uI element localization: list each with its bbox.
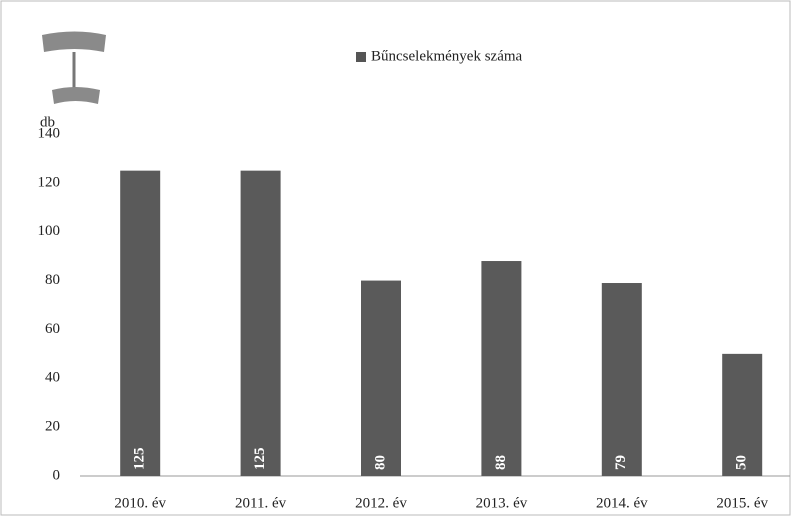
- bar: [120, 170, 161, 476]
- x-tick-label: 2012. év: [355, 495, 407, 511]
- logo: [42, 31, 106, 104]
- y-tick-label: 120: [38, 174, 61, 190]
- bar: [481, 261, 522, 476]
- value-label: 88: [493, 455, 509, 470]
- value-label: 125: [132, 448, 148, 471]
- value-label: 79: [613, 455, 629, 470]
- bar: [240, 170, 281, 476]
- bar: [361, 280, 401, 476]
- y-tick-label: 60: [45, 321, 60, 337]
- y-tick-label: 40: [45, 370, 60, 386]
- x-tick-label: 2014. év: [596, 495, 648, 511]
- y-tick-label: 100: [38, 223, 61, 239]
- bar: [601, 283, 642, 476]
- y-tick-label: 20: [45, 419, 60, 435]
- y-tick-label: 80: [45, 272, 60, 288]
- x-tick-label: 2015. év: [716, 495, 768, 511]
- legend-label: Bűncselekmények száma: [371, 48, 523, 64]
- value-label: 50: [734, 455, 750, 470]
- x-tick-label: 2010. év: [114, 495, 166, 511]
- x-tick-label: 2011. év: [235, 495, 287, 511]
- legend-swatch: [356, 52, 366, 62]
- x-tick-label: 2013. év: [476, 495, 528, 511]
- y-axis-label: db: [40, 114, 55, 130]
- value-label: 80: [372, 455, 388, 470]
- bar: [722, 353, 763, 476]
- value-label: 125: [252, 448, 268, 471]
- y-tick-label: 140: [38, 125, 61, 141]
- y-tick-label: 0: [53, 467, 61, 483]
